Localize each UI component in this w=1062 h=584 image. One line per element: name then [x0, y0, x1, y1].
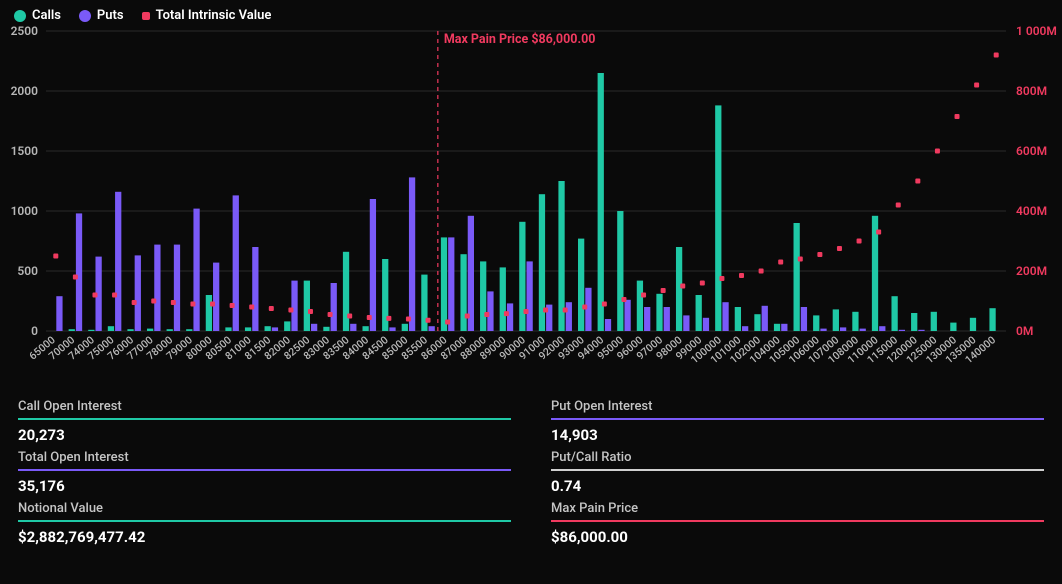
chart-legend: Calls Puts Total Intrinsic Value	[0, 0, 1062, 25]
stat-notional: Notional Value $2,882,769,477.42	[18, 501, 511, 546]
stat-label: Total Open Interest	[18, 450, 511, 467]
svg-text:800M: 800M	[1016, 84, 1047, 98]
stat-divider	[18, 469, 511, 471]
stat-total-oi: Total Open Interest 35,176	[18, 450, 511, 495]
stat-call-oi: Call Open Interest 20,273	[18, 399, 511, 444]
svg-text:Max Pain Price $86,000.00: Max Pain Price $86,000.00	[444, 32, 596, 47]
stat-value: 0.74	[551, 473, 1044, 495]
chart-dashboard: Calls Puts Total Intrinsic Value 0 500 100…	[0, 0, 1062, 584]
open-interest-chart: 0 500 1000 1500 2000 2500 0M 200M 400M 600M 800M 1 …	[0, 25, 1062, 385]
stat-label: Put/Call Ratio	[551, 450, 1044, 467]
stat-label: Put Open Interest	[551, 399, 1044, 416]
stat-label: Max Pain Price	[551, 501, 1044, 518]
svg-text:1 000M: 1 000M	[1016, 25, 1057, 38]
stats-grid: Call Open Interest 20,273 Put Open Inter…	[0, 385, 1062, 556]
legend-label-intrinsic: Total Intrinsic Value	[156, 8, 272, 23]
stat-max-pain: Max Pain Price $86,000.00	[551, 501, 1044, 546]
svg-text:0M: 0M	[1016, 324, 1033, 338]
stat-label: Notional Value	[18, 501, 511, 518]
legend-item-intrinsic[interactable]: Total Intrinsic Value	[142, 8, 272, 23]
stat-label: Call Open Interest	[18, 399, 511, 416]
stat-value: 14,903	[551, 422, 1044, 444]
svg-text:1000: 1000	[11, 204, 39, 218]
stat-value: 20,273	[18, 422, 511, 444]
stat-value: 35,176	[18, 473, 511, 495]
legend-label-puts: Puts	[97, 8, 124, 23]
svg-text:2500: 2500	[11, 25, 39, 38]
legend-item-puts[interactable]: Puts	[79, 8, 124, 23]
legend-item-calls[interactable]: Calls	[14, 8, 61, 23]
stat-divider	[551, 520, 1044, 522]
chart-svg: 0 500 1000 1500 2000 2500 0M 200M 400M 600M 800M 1 …	[0, 25, 1062, 385]
stat-value: $2,882,769,477.42	[18, 524, 511, 546]
stat-pc-ratio: Put/Call Ratio 0.74	[551, 450, 1044, 495]
stat-divider	[551, 469, 1044, 471]
legend-swatch-puts	[79, 10, 91, 22]
svg-text:500: 500	[17, 264, 38, 278]
legend-label-calls: Calls	[32, 8, 61, 23]
svg-text:0: 0	[31, 324, 38, 338]
svg-text:2000: 2000	[11, 84, 39, 98]
svg-text:400M: 400M	[1016, 204, 1047, 218]
stat-divider	[18, 418, 511, 420]
legend-swatch-calls	[14, 10, 26, 22]
stat-value: $86,000.00	[551, 524, 1044, 546]
svg-text:1500: 1500	[11, 144, 39, 158]
svg-text:600M: 600M	[1016, 144, 1047, 158]
stat-divider	[551, 418, 1044, 420]
svg-text:200M: 200M	[1016, 264, 1047, 278]
stat-divider	[18, 520, 511, 522]
stat-put-oi: Put Open Interest 14,903	[551, 399, 1044, 444]
legend-swatch-intrinsic	[142, 12, 150, 20]
